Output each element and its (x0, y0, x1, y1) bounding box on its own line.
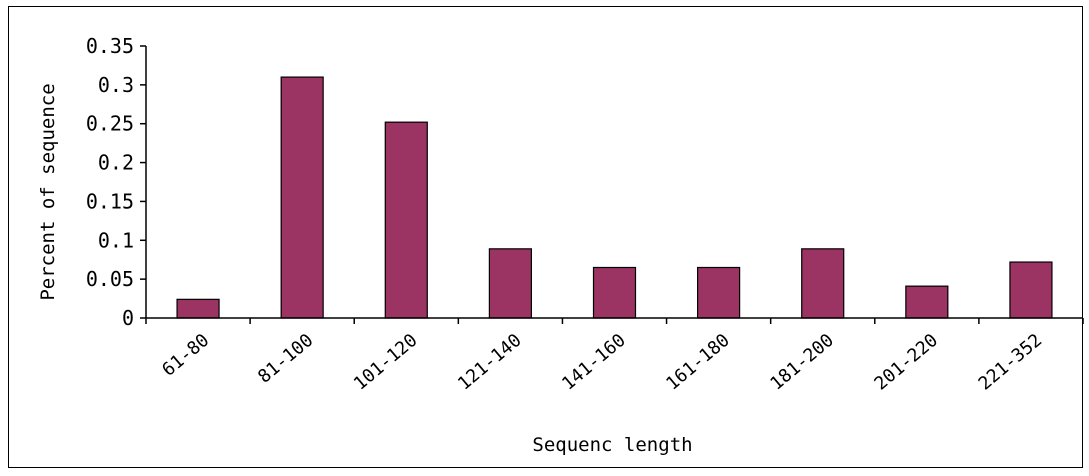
x-tick-label: 221-352 (975, 330, 1047, 395)
bar-141-160 (592, 266, 637, 319)
x-ticks-group: 61-80 81-100 101-120 121-140 141-160 161-180 1… (145, 318, 1084, 395)
bar-61-80 (176, 298, 220, 319)
bar-161-180 (697, 266, 741, 319)
x-tick-label: 121-140 (454, 330, 526, 395)
y-tick-label: 0.2 (98, 151, 134, 175)
y-tick-label: 0.05 (86, 267, 134, 291)
y-tick-label: 0.15 (86, 189, 134, 213)
axes-group (145, 46, 1083, 319)
y-tick-label: 0.1 (98, 228, 134, 252)
x-axis-title: Sequenc length (532, 434, 692, 456)
bar-101-120 (384, 121, 428, 319)
x-tick-label: 61-80 (158, 330, 213, 381)
bar-201-220 (905, 285, 949, 319)
y-tick-label: 0.25 (86, 112, 134, 136)
y-tick-label: 0 (122, 306, 134, 330)
bars-group (176, 76, 1053, 319)
bar-181-200 (801, 248, 845, 319)
chart-frame (8, 6, 1083, 468)
bar-81-100 (280, 76, 324, 319)
x-tick-label: 81-100 (254, 330, 317, 388)
y-axis-title: Percent of sequence (37, 83, 59, 300)
x-tick-label: 181-200 (766, 330, 838, 395)
y-tick-label: 0.3 (98, 73, 134, 97)
x-tick-label: 201-220 (870, 330, 942, 395)
y-ticks-group: 0 0.05 0.1 0.15 0.2 0.25 0.3 0.35 (86, 34, 146, 330)
bar-221-352 (1009, 261, 1053, 319)
bar-121-140 (488, 248, 532, 319)
x-tick-label: 101-120 (350, 330, 422, 395)
y-tick-label: 0.35 (86, 34, 134, 58)
x-tick-label: 161-180 (662, 330, 734, 395)
x-tick-label: 141-160 (558, 330, 630, 395)
